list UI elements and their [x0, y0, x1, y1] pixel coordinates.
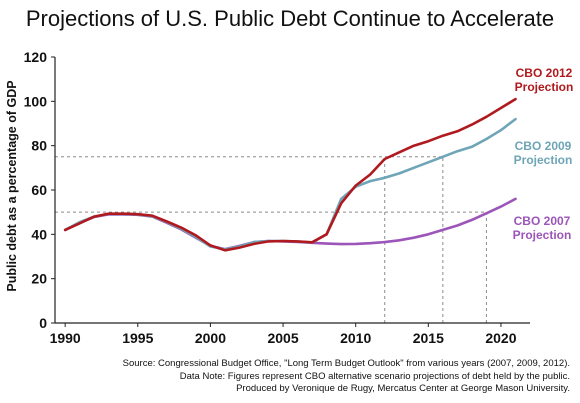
- y-tick-label: 100: [24, 93, 48, 109]
- series-label: CBO 2012: [516, 66, 573, 80]
- x-tick-label: 2010: [340, 330, 371, 346]
- y-tick-label: 40: [31, 226, 47, 242]
- series-label: Projection: [513, 228, 572, 242]
- series-label: Projection: [515, 80, 574, 94]
- series-label: Projection: [514, 153, 573, 167]
- series-label: CBO 2009: [515, 139, 572, 153]
- y-tick-label: 20: [31, 271, 47, 287]
- series-lines: [63, 97, 517, 252]
- credit-note: Produced by Veronique de Rugy, Mercatus …: [236, 383, 570, 394]
- x-tick-label: 2000: [195, 330, 226, 346]
- x-tick-label: 1995: [122, 330, 153, 346]
- x-tick-label: 1990: [50, 330, 81, 346]
- series-label: CBO 2007: [514, 214, 571, 228]
- y-tick-label: 60: [31, 182, 47, 198]
- series-line: [63, 97, 517, 252]
- chart-title: Projections of U.S. Public Debt Continue…: [25, 6, 555, 31]
- axes: [54, 57, 530, 324]
- data-note: Data Note: Figures represent CBO alterna…: [179, 370, 570, 382]
- y-tick-labels: 0 20 40 60 80 100 120: [24, 49, 55, 331]
- x-tick-label: 2005: [267, 330, 298, 346]
- x-tick-label: 2020: [485, 330, 516, 346]
- y-tick-label: 0: [39, 315, 47, 331]
- y-axis-label: Public debt as a percentage of GDP: [5, 80, 19, 291]
- series-line: [63, 117, 517, 251]
- x-tick-labels: 1990 1995 2000 2005 2010 2015 2020: [50, 323, 517, 346]
- y-tick-label: 120: [24, 49, 48, 65]
- source-notes: Source: Congressional Budget Office, "Lo…: [10, 358, 570, 396]
- source-note: Source: Congressional Budget Office, "Lo…: [122, 358, 570, 369]
- y-tick-label: 80: [31, 138, 47, 154]
- reference-lines: [55, 156, 487, 323]
- x-tick-label: 2015: [413, 330, 444, 346]
